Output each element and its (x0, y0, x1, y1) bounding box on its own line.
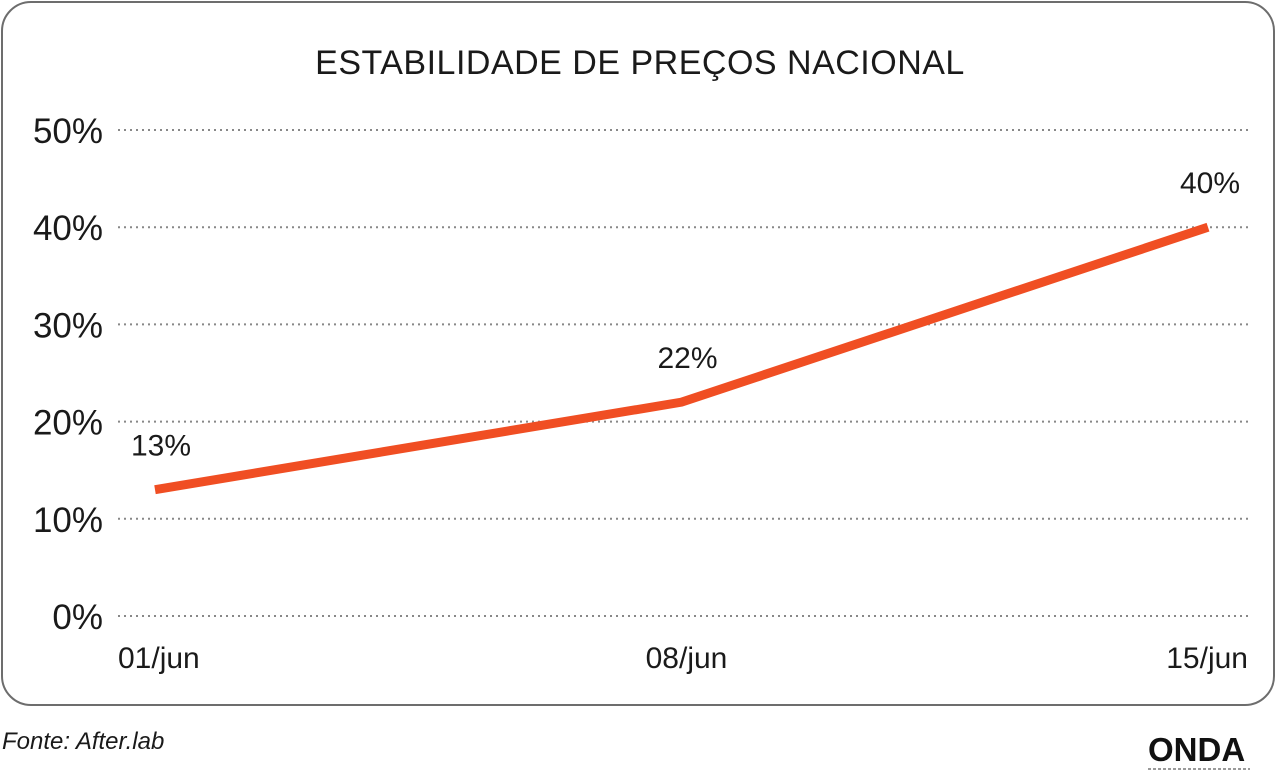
y-axis-ticks: 0% 10% 20% 30% 40% 50% (33, 112, 103, 637)
x-tick-label: 01/jun (118, 642, 200, 675)
y-tick-label: 20% (33, 404, 103, 443)
series (154, 222, 1210, 495)
y-tick-label: 30% (33, 306, 103, 345)
data-label: 13% (131, 430, 191, 463)
source-note: Fonte: After.lab (2, 728, 165, 755)
data-labels: 13% 22% 40% (131, 167, 1240, 462)
y-tick-label: 40% (33, 209, 103, 248)
data-label: 22% (657, 342, 717, 375)
brand-logo: ONDA (1148, 731, 1246, 768)
chart-title: ESTABILIDADE DE PREÇOS NACIONAL (315, 44, 965, 82)
y-tick-label: 0% (52, 598, 103, 637)
x-tick-label: 15/jun (1166, 642, 1248, 675)
y-tick-label: 50% (33, 112, 103, 151)
gridlines (118, 129, 1250, 617)
y-tick-label: 10% (33, 501, 103, 540)
brand-logo-tagline (1148, 768, 1250, 770)
chart-card (1, 1, 1275, 706)
data-label: 40% (1180, 167, 1240, 200)
x-tick-label: 08/jun (646, 642, 728, 675)
x-axis-ticks: 01/jun 08/jun 15/jun (118, 642, 1248, 675)
